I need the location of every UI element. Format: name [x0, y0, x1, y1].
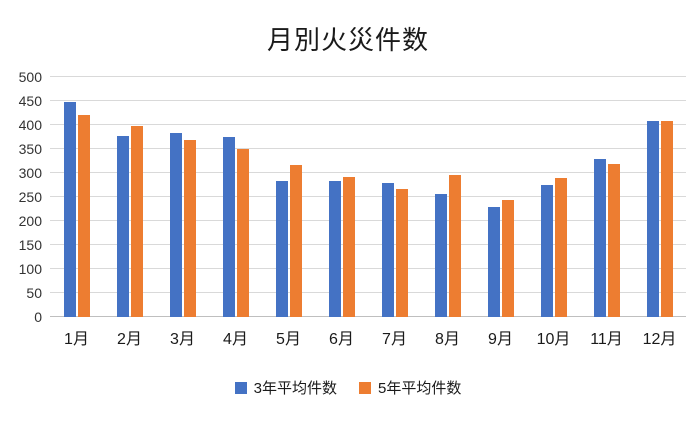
- bar: [381, 182, 394, 317]
- x-axis-label: 7月: [382, 331, 407, 348]
- bar-groups: [50, 77, 686, 317]
- y-axis: 0 50 100 150 200 250 300 350 400 450 500: [10, 70, 50, 324]
- bar: [183, 140, 196, 317]
- gridline: [50, 148, 686, 149]
- legend-label: 3年平均件数: [253, 380, 337, 397]
- x-axis-label: 5月: [276, 331, 301, 348]
- bar-group: [209, 77, 262, 317]
- y-tick-label: 50: [26, 285, 42, 301]
- bar-group: [527, 77, 580, 317]
- gridline: [50, 100, 686, 101]
- bar: [289, 164, 302, 317]
- bar-group: [262, 77, 315, 317]
- y-tick-label: 350: [18, 141, 42, 157]
- y-tick-label: 300: [18, 165, 42, 181]
- bar-group: [103, 77, 156, 317]
- x-axis-label: 6月: [329, 331, 354, 348]
- bar: [395, 188, 408, 317]
- y-tick-label: 250: [18, 189, 42, 205]
- bar-group: [580, 77, 633, 317]
- bar: [607, 164, 620, 317]
- x-axis-label: 1月: [64, 331, 89, 348]
- gridline: [50, 220, 686, 221]
- y-tick-label: 0: [34, 309, 42, 325]
- x-axis: 1月 2月 3月 4月 5月 6月 7月 8月 9月 10月 11月 12月: [50, 317, 686, 349]
- bar: [540, 184, 553, 317]
- y-tick-label: 400: [18, 117, 42, 133]
- bar: [593, 158, 606, 317]
- bar: [236, 149, 249, 317]
- bar: [501, 200, 514, 317]
- gridline: [50, 196, 686, 197]
- x-axis-label: 4月: [223, 331, 248, 348]
- gridline: [50, 172, 686, 173]
- bar: [660, 121, 673, 317]
- x-axis-label: 12月: [642, 331, 677, 348]
- x-axis-label: 11月: [590, 331, 623, 348]
- legend-item: 5年平均件数: [359, 377, 461, 398]
- bar: [130, 126, 143, 317]
- y-tick-label: 100: [18, 261, 42, 277]
- bar: [77, 115, 90, 317]
- y-tick-label: 500: [18, 69, 42, 85]
- bar: [328, 181, 341, 317]
- gridline: [50, 76, 686, 77]
- y-tick-label: 450: [18, 93, 42, 109]
- bar: [448, 174, 461, 317]
- x-axis-label: 3月: [170, 331, 195, 348]
- x-axis-label: 8月: [435, 331, 460, 348]
- bar: [434, 193, 447, 317]
- bar: [342, 176, 355, 317]
- bar-group: [156, 77, 209, 317]
- bar-group: [474, 77, 527, 317]
- legend-label: 5年平均件数: [378, 380, 462, 397]
- bar: [116, 135, 129, 317]
- legend-item: 3年平均件数: [234, 377, 337, 398]
- bar-group: [633, 77, 686, 317]
- plot-row: 0 50 100 150 200 250 300 350 400 450 500: [10, 70, 686, 324]
- bar-group: [421, 77, 474, 317]
- x-axis-line: [50, 316, 686, 317]
- bar-group: [368, 77, 421, 317]
- y-tick-label: 150: [18, 237, 42, 253]
- bar: [222, 137, 235, 317]
- gridline: [50, 292, 686, 293]
- bar: [487, 206, 500, 317]
- bar: [275, 181, 288, 317]
- legend: 3年平均件数 5年平均件数: [10, 377, 686, 398]
- bar: [169, 133, 182, 317]
- bar: [646, 121, 659, 317]
- bar: [554, 178, 567, 317]
- gridline: [50, 124, 686, 125]
- x-axis-label: 9月: [488, 331, 513, 348]
- bar: [63, 101, 76, 317]
- chart-title: 月別火災件数: [266, 25, 429, 55]
- bar-group: [315, 77, 368, 317]
- gridline: [50, 244, 686, 245]
- plot-area: [50, 76, 686, 317]
- legend-swatch: [359, 381, 371, 394]
- legend-swatch: [234, 381, 247, 394]
- y-tick-label: 200: [18, 213, 42, 229]
- x-axis-label: 2月: [117, 331, 142, 348]
- x-axis-label: 10月: [536, 331, 571, 348]
- bar-group: [50, 77, 103, 317]
- bar-groups-inner: [50, 77, 686, 317]
- gridline: [50, 268, 686, 269]
